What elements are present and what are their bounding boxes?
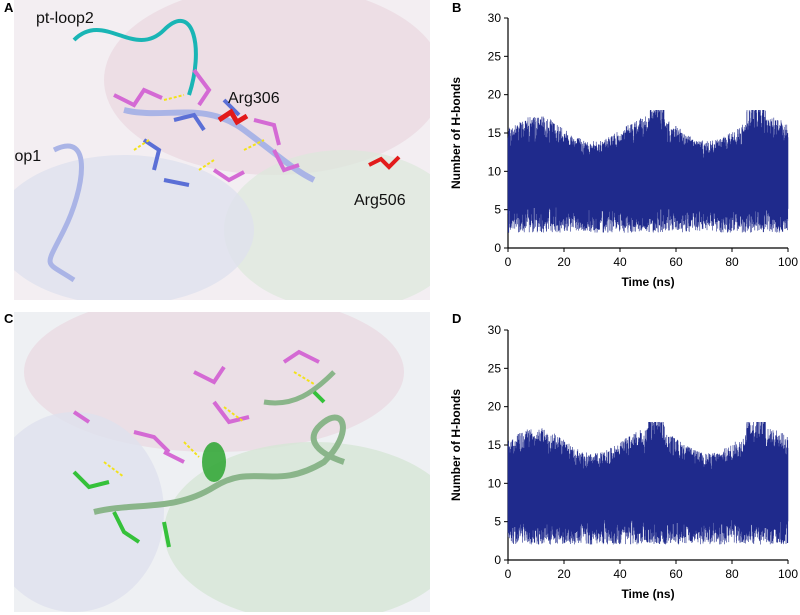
y-tick-label: 20	[488, 88, 502, 102]
y-tick-label: 15	[488, 126, 502, 140]
y-axis-label-d: Number of H-bonds	[449, 389, 463, 501]
x-tick-label: 80	[725, 567, 739, 581]
y-tick-label: 5	[494, 203, 501, 217]
label-arg306: Arg306	[228, 90, 280, 107]
structure-render-c	[14, 312, 430, 612]
y-tick-label: 25	[488, 49, 502, 63]
y-tick-label: 30	[488, 11, 502, 25]
x-tick-label: 100	[778, 255, 798, 269]
panel-letter-d: D	[452, 311, 462, 326]
x-tick-label: 0	[505, 567, 512, 581]
y-tick-label: 10	[488, 164, 502, 178]
structure-render-a	[14, 0, 430, 300]
hbond-chart-b: 0 5 10 15 20 25 30 0 20 40 60 80 100 Time (ns) Numbe…	[449, 11, 798, 289]
y-tick-label: 30	[488, 323, 502, 337]
x-tick-label: 20	[557, 255, 571, 269]
structure-image-c	[14, 312, 430, 612]
y-tick-label: 0	[494, 553, 501, 567]
x-tick-label: 40	[613, 255, 627, 269]
hbond-series-line	[507, 110, 789, 233]
x-tick-label: 60	[669, 567, 683, 581]
x-tick-label: 100	[778, 567, 798, 581]
x-axis-label-b: Time (ns)	[621, 275, 674, 289]
y-axis-label-b: Number of H-bonds	[449, 77, 463, 189]
y-tick-label: 5	[494, 515, 501, 529]
hbond-series-line	[507, 422, 789, 545]
panel-letter-b: B	[452, 0, 462, 15]
y-tick-label: 25	[488, 361, 502, 375]
label-arg506: Arg506	[354, 192, 406, 209]
y-tick-label: 0	[494, 241, 501, 255]
hbond-chart-d: 0 5 10 15 20 25 30 0 20 40 60 80 100 Time (ns) Numbe…	[449, 323, 798, 601]
x-tick-label: 60	[669, 255, 683, 269]
panel-letter-c: C	[4, 311, 14, 326]
x-tick-label: 20	[557, 567, 571, 581]
y-tick-label: 10	[488, 476, 502, 490]
label-loop1: loop1	[14, 148, 42, 165]
x-tick-label: 40	[613, 567, 627, 581]
y-tick-label: 20	[488, 400, 502, 414]
label-pt-loop2: pt-loop2	[36, 10, 94, 27]
x-tick-label: 80	[725, 255, 739, 269]
panel-letter-a: A	[4, 0, 14, 15]
x-tick-label: 0	[505, 255, 512, 269]
x-axis-label-d: Time (ns)	[621, 587, 674, 601]
structure-image-a: pt-loop2 Arg306 loop1 Arg506	[14, 0, 430, 300]
y-tick-label: 15	[488, 438, 502, 452]
